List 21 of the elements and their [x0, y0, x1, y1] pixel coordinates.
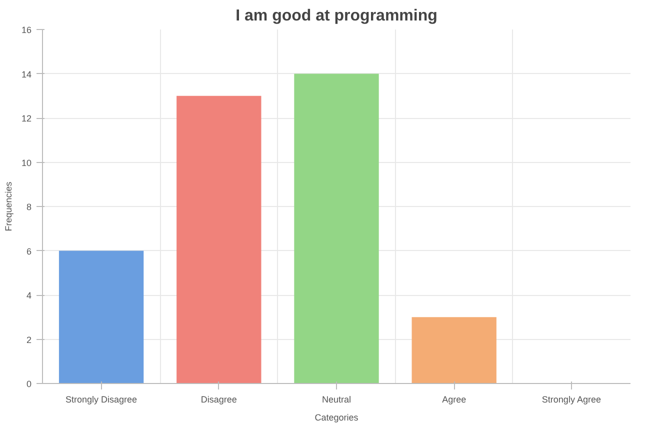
- y-tick-label: 4: [26, 290, 32, 300]
- y-tick-label: 2: [26, 334, 32, 345]
- x-tick-label: Disagree: [200, 394, 237, 404]
- chart-title: I am good at programming: [236, 8, 438, 24]
- y-tick-label: 12: [21, 114, 32, 124]
- x-tick-label: Strongly Agree: [542, 394, 601, 404]
- x-tick-label: Agree: [442, 394, 466, 404]
- y-tick-label: 8: [26, 202, 32, 212]
- y-tick-label: 16: [21, 25, 32, 35]
- x-tick-label: Neutral: [322, 394, 352, 404]
- bar: [294, 74, 379, 384]
- bar: [176, 96, 262, 384]
- bar: [58, 250, 144, 384]
- x-axis-title: Categories: [314, 412, 359, 422]
- x-tick-label: Strongly Disagree: [66, 394, 138, 404]
- y-tick-label: 10: [21, 158, 32, 168]
- bar: [412, 317, 496, 384]
- y-tick-label: 14: [21, 69, 32, 80]
- y-tick-label: 6: [26, 246, 32, 256]
- y-axis-title: Frequencies: [3, 181, 14, 232]
- y-tick-label: 0: [26, 379, 32, 389]
